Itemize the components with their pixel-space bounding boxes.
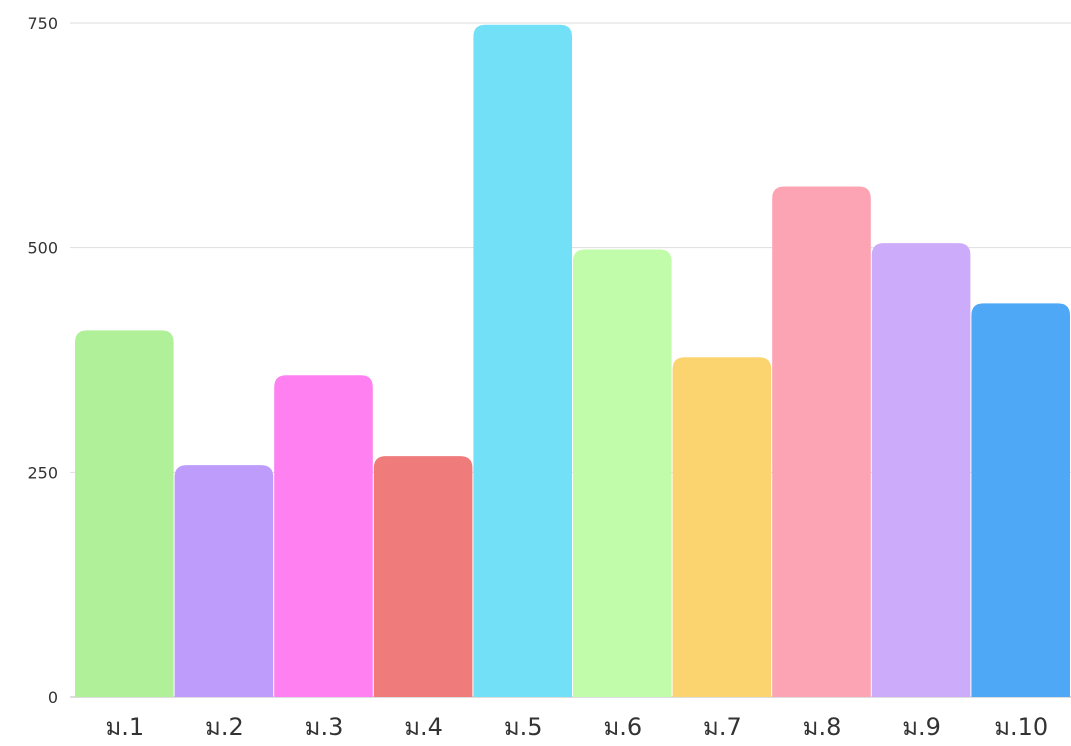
y-tick-label: 750: [27, 14, 58, 33]
bar-1[interactable]: [75, 330, 174, 697]
y-tick-label: 250: [27, 463, 58, 482]
x-tick-label: ม.4: [404, 713, 443, 741]
bar-3[interactable]: [274, 375, 373, 697]
y-tick-label: 0: [48, 688, 58, 707]
bar-2[interactable]: [174, 465, 274, 697]
x-tick-label: ม.9: [902, 713, 941, 741]
x-tick-label: ม.8: [803, 713, 842, 741]
x-tick-label: ม.1: [105, 713, 144, 741]
bar-7[interactable]: [672, 357, 772, 697]
x-axis: ม.1 ม.2 ม.3 ม.4 ม.5 ม.6 ม.7 ม.8 ม.9 ม.10: [105, 713, 1048, 741]
x-tick-label: ม.5: [504, 713, 543, 741]
bar-10[interactable]: [971, 303, 1070, 697]
x-tick-label: ม.2: [205, 713, 244, 741]
bar-5[interactable]: [473, 24, 572, 697]
x-tick-label: ม.7: [703, 713, 742, 741]
bar-6[interactable]: [573, 249, 672, 698]
x-tick-label: ม.3: [305, 713, 344, 741]
x-tick-label: ม.10: [994, 713, 1048, 741]
y-tick-label: 500: [27, 239, 58, 258]
bar-8[interactable]: [772, 186, 871, 698]
bars: [75, 24, 1070, 698]
x-tick-label: ม.6: [603, 713, 642, 741]
bar-9[interactable]: [871, 243, 971, 697]
y-axis: 0 250 500 750: [27, 14, 58, 707]
bar-4[interactable]: [373, 456, 473, 697]
